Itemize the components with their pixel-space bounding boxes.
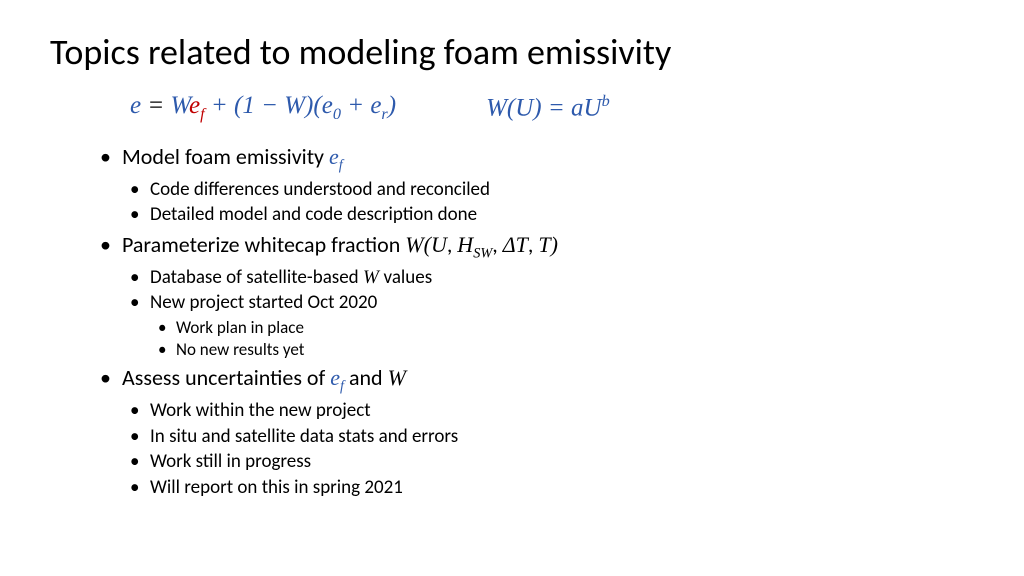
comma: , (447, 231, 457, 258)
sub-bullet: Code differences understood and reconcil… (130, 178, 974, 203)
comma: , (528, 231, 538, 258)
bullet-text: and (344, 364, 388, 391)
var-T: T (538, 232, 550, 257)
bullet-text: Assess uncertainties of (122, 364, 330, 391)
bullet-text: Model foam emissivity (122, 143, 329, 170)
sub-bullet: New project started Oct 2020 Work plan i… (130, 291, 974, 361)
equation-row: e = Wef + (1 − W)(e0 + er) W(U) = aUb (130, 92, 974, 124)
slide-title: Topics related to modeling foam emissivi… (50, 30, 974, 74)
sub-bullet: Database of satellite-based W values (130, 266, 974, 291)
bullet-parameterize: Parameterize whitecap fraction W(U, HSW,… (100, 230, 974, 361)
sublist: Code differences understood and reconcil… (130, 178, 974, 228)
slide: Topics related to modeling foam emissivi… (0, 0, 1024, 576)
subsub-bullet: Work plan in place (158, 317, 974, 339)
sub-bullet: Detailed model and code description done (130, 203, 974, 228)
sub-text: New project started Oct 2020 (150, 291, 377, 314)
var-U: U (431, 232, 447, 257)
bullet-model-foam: Model foam emissivity ef Code difference… (100, 142, 974, 228)
comma: , (492, 231, 502, 258)
equation-2: W(U) = aUb (486, 92, 610, 124)
var-W: W (388, 365, 406, 390)
sub-text: values (384, 266, 433, 289)
equation-1: e = Wef + (1 − W)(e0 + er) (130, 92, 396, 124)
sublist: Database of satellite-based W values New… (130, 266, 974, 362)
var-W: W (363, 267, 384, 288)
sublist: Work within the new project In situ and … (130, 399, 974, 501)
sub-text: Database of satellite-based (150, 266, 363, 289)
var-W: W (405, 232, 423, 257)
var-SW: SW (473, 245, 492, 261)
sub-bullet: In situ and satellite data stats and err… (130, 425, 974, 450)
var-ef-e: e (329, 144, 339, 169)
sub-bullet: Will report on this in spring 2021 (130, 476, 974, 501)
subsub-bullet: No new results yet (158, 339, 974, 361)
paren: ) (551, 232, 558, 257)
subsublist: Work plan in place No new results yet (158, 317, 974, 361)
sub-bullet: Work within the new project (130, 399, 974, 424)
var-H: H (457, 232, 473, 257)
sub-bullet: Work still in progress (130, 450, 974, 475)
bullet-text: Parameterize whitecap fraction (122, 231, 405, 258)
var-dT: ΔT (503, 232, 528, 257)
bullet-assess: Assess uncertainties of ef and W Work wi… (100, 363, 974, 500)
var-ef-e: e (330, 365, 340, 390)
bullet-list: Model foam emissivity ef Code difference… (100, 142, 974, 501)
paren: ( (424, 232, 431, 257)
var-ef-f: f (339, 157, 343, 173)
